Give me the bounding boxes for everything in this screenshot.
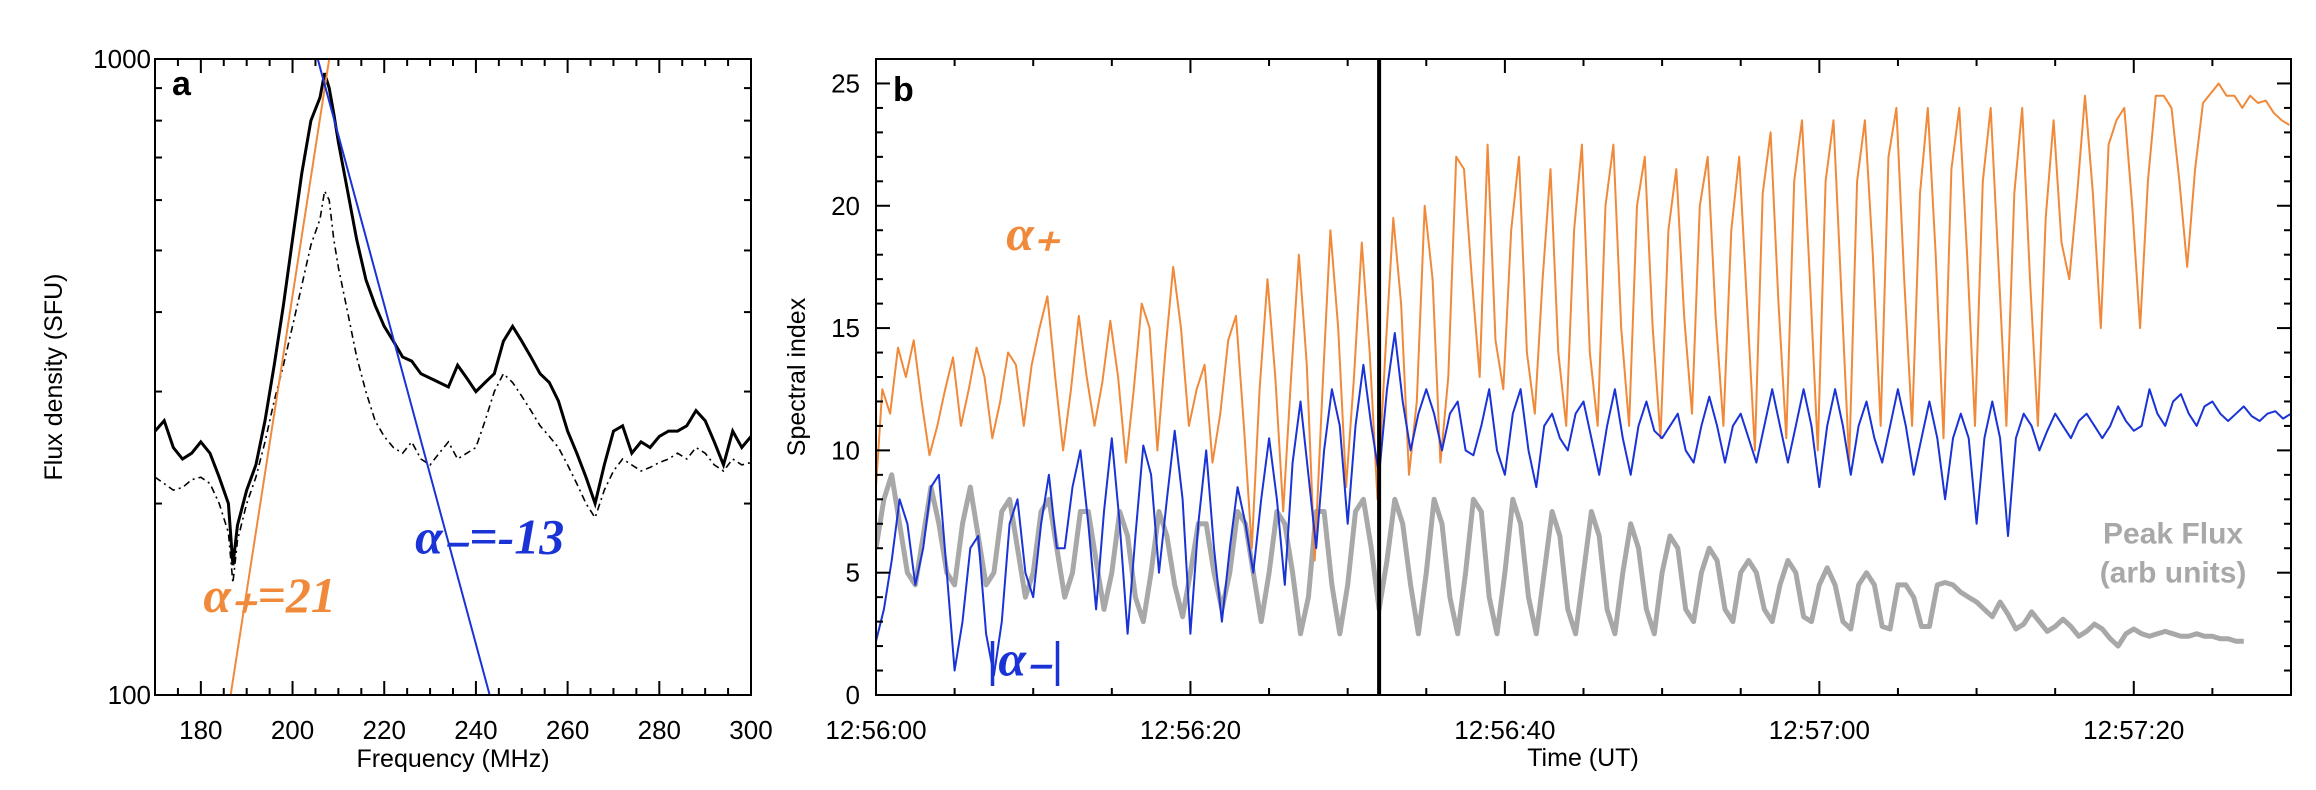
panel-b-xtick-label: 12:56:20 (1140, 715, 1241, 745)
panel-a-plot-area (155, 59, 751, 695)
panel-b-xtick-label: 12:57:00 (1769, 715, 1870, 745)
panel-b-ylabel: Spectral index (783, 297, 811, 456)
panel-a-xtick-label: 220 (363, 715, 406, 745)
panel-b-annotation-3: Peak Flux (2103, 517, 2243, 550)
panel-a-label: a (172, 65, 192, 103)
panel-a-xtick-label: 280 (638, 715, 681, 745)
panel-b-plot-area (876, 59, 2291, 695)
panel-b-xtick-label: 12:56:40 (1454, 715, 1555, 745)
panel-b-ticks: 12:56:00 12:56:20 12:56:40 12:57:00 12:57:20… (825, 59, 2292, 745)
panel-a-ylabel: Flux density (SFU) (40, 274, 68, 481)
panel-b-ytick-label: 10 (831, 435, 860, 465)
panel-b-series-orange (876, 82, 2290, 562)
panel-b-annotation-4: (arb units) (2100, 556, 2247, 589)
panel-b-annotations: α₊ |α₋| Peak Flux (arb units) (987, 205, 2246, 687)
panel-a-fit-line-2 (316, 59, 491, 695)
panel-b-ytick-label: 0 (846, 680, 860, 710)
panel-b-xlabel: Time (UT) (1527, 744, 1639, 772)
panel-a-series-1 (155, 72, 751, 566)
panel-a-annotation-2: α₋=-13 (415, 508, 564, 564)
panel-a: 180 200 220 240 260 280 300 100 1000 a Frequency… (40, 44, 773, 773)
panel-a-xtick-label: 300 (729, 715, 772, 745)
panel-b-ytick-label: 20 (831, 191, 860, 221)
panel-a-ytick-label: 100 (108, 680, 151, 710)
panel-b-axes-frame (875, 58, 2292, 696)
panel-b-ytick-label: 25 (831, 68, 860, 98)
panel-b-annotation-1: α₊ (1006, 205, 1061, 261)
panel-a-series-2 (155, 188, 751, 584)
panel-b-xtick-label: 12:57:20 (2083, 715, 2184, 745)
panel-a-xtick-label: 200 (271, 715, 314, 745)
panel-b-label: b (893, 71, 914, 109)
panel-a-xtick-label: 260 (546, 715, 589, 745)
panel-b-ytick-label: 15 (831, 313, 860, 343)
panel-a-xtick-label: 180 (179, 715, 222, 745)
panel-b-xtick-label: 12:56:00 (825, 715, 926, 745)
panel-a-ytick-label: 1000 (93, 44, 151, 74)
panel-b-series-blue (876, 332, 2291, 677)
panel-a-fit-line-1 (229, 59, 331, 695)
panel-a-xtick-label: 240 (454, 715, 497, 745)
panel-b-series-gray (876, 472, 2244, 649)
panel-a-xlabel: Frequency (MHz) (356, 745, 549, 773)
panel-a-annotations: α₊=21 α₋=-13 (203, 508, 564, 623)
panel-a-annotation-1: α₊=21 (203, 567, 336, 623)
panel-b: 12:56:00 12:56:20 12:56:40 12:57:00 12:57:20… (783, 58, 2292, 772)
panel-a-ticks: 180 200 220 240 260 280 300 100 1000 (93, 44, 773, 745)
panel-b-ytick-label: 5 (846, 558, 860, 588)
panel-b-annotation-2: |α₋| (987, 630, 1063, 686)
